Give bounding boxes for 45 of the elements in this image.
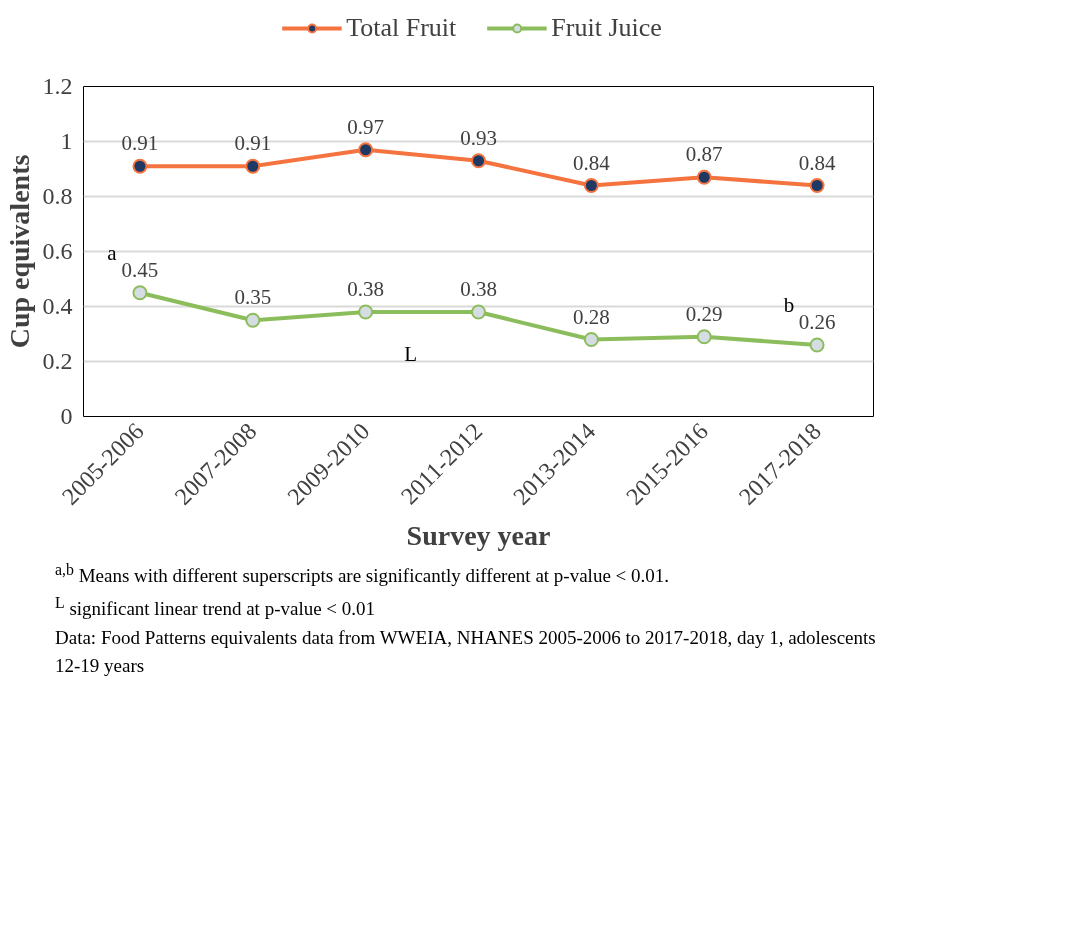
point — [245, 312, 261, 328]
data-label: 0.45 — [121, 257, 159, 282]
data-label: 0.87 — [685, 142, 723, 167]
text: $^{a,b}$ Means with different superscripts are significantly different at p-value < 0.01. — [55, 561, 670, 587]
y-axis-title: Cup equivalents — [3, 154, 35, 349]
annotation: L — [404, 342, 418, 366]
annotation: b — [783, 293, 795, 317]
point — [809, 337, 825, 353]
data-label: 0.28 — [572, 304, 610, 329]
y-tick-label: 1 — [60, 128, 73, 154]
y-tick-label: 0.2 — [42, 348, 73, 374]
point — [583, 178, 599, 193]
y-tick-label: 0.8 — [42, 183, 73, 209]
data-label: 0.91 — [121, 131, 159, 156]
point — [132, 285, 148, 301]
y-tick-label: 0.6 — [42, 238, 73, 264]
legend-label: Total Fruit — [346, 13, 457, 43]
x-axis-title: Survey year — [406, 519, 551, 551]
point — [809, 178, 825, 193]
data-label: 0.35 — [234, 285, 272, 310]
data-label: 0.26 — [798, 310, 836, 334]
point — [583, 332, 599, 347]
text: Data: Food Patterns equivalents data from WWEIA, NHANES 2005-2006 to 2017-2018, day 1, adolescents 12-19 years — [55, 626, 876, 677]
point — [358, 304, 374, 320]
point — [471, 304, 486, 320]
point — [245, 158, 261, 174]
data-label: 0.97 — [347, 114, 385, 139]
point — [696, 329, 712, 345]
data-label: 0.29 — [685, 301, 723, 326]
legend-label: Fruit Juice — [551, 13, 662, 43]
point — [471, 153, 486, 169]
data-label: 0.38 — [347, 277, 385, 301]
data-label: 0.84 — [572, 150, 611, 175]
data-label: 0.38 — [460, 277, 497, 301]
data-label: 0.91 — [234, 131, 272, 156]
text: $^{L}$ significant linear trend at p-value < 0.01 — [55, 593, 376, 620]
point — [696, 169, 712, 185]
data-label: 0.93 — [460, 125, 497, 150]
y-tick-label: 0.4 — [42, 293, 73, 319]
point — [132, 158, 148, 174]
annotation: a — [107, 240, 118, 265]
point — [358, 142, 374, 158]
data-label: 0.84 — [798, 150, 836, 175]
y-tick-label: 0 — [60, 403, 73, 429]
y-tick-label: 1.2 — [42, 73, 73, 99]
